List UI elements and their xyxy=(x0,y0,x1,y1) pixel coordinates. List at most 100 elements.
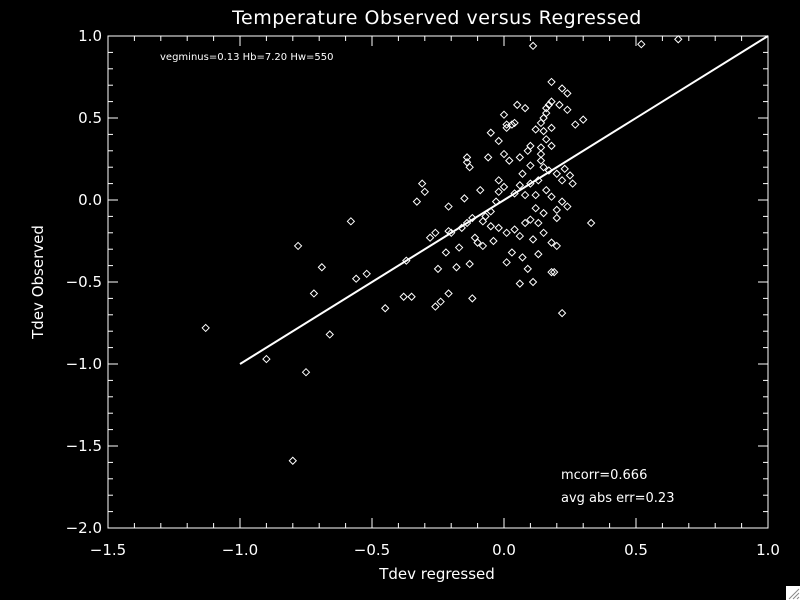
data-point xyxy=(526,141,535,151)
data-point xyxy=(486,222,496,231)
data-point xyxy=(309,289,319,298)
x-tick-label: 1.0 xyxy=(756,541,780,559)
data-point xyxy=(526,161,535,170)
data-point xyxy=(494,187,503,197)
data-point xyxy=(462,218,472,228)
data-point xyxy=(502,123,511,133)
data-point xyxy=(542,185,551,195)
data-point xyxy=(531,203,540,213)
data-point xyxy=(531,190,540,200)
data-point xyxy=(547,77,556,87)
data-point xyxy=(507,248,517,257)
data-point xyxy=(351,274,361,283)
data-point xyxy=(431,302,440,311)
data-point xyxy=(568,179,577,188)
data-point xyxy=(528,277,538,287)
data-point xyxy=(452,263,461,272)
data-point xyxy=(362,269,371,279)
x-tick-label: 0.5 xyxy=(624,541,648,559)
chart-title: Temperature Observed versus Regressed xyxy=(231,7,642,29)
data-point xyxy=(399,292,408,301)
data-points xyxy=(201,35,683,465)
data-point xyxy=(483,153,493,162)
axis-ticks xyxy=(107,35,769,529)
x-tick-label: −0.5 xyxy=(354,541,390,559)
data-point xyxy=(539,228,548,238)
annotation-average-error: avg abs err=0.23 xyxy=(561,491,674,506)
y-tick-label: −1.0 xyxy=(66,355,102,373)
data-point xyxy=(536,156,546,165)
data-point xyxy=(494,136,503,146)
data-point xyxy=(547,238,556,247)
data-point xyxy=(510,225,519,234)
data-point xyxy=(502,258,511,267)
data-point xyxy=(433,264,443,274)
data-point xyxy=(380,304,390,313)
data-point xyxy=(499,182,509,192)
data-point xyxy=(534,249,543,259)
data-point xyxy=(470,233,480,242)
data-point xyxy=(552,241,562,251)
data-point xyxy=(476,185,485,195)
data-point xyxy=(465,259,474,269)
data-point xyxy=(528,41,538,51)
data-point xyxy=(515,181,525,190)
data-point xyxy=(515,153,525,162)
data-point xyxy=(425,233,435,242)
data-point xyxy=(420,187,430,197)
data-point xyxy=(446,228,456,238)
regression-line xyxy=(239,35,769,365)
data-point xyxy=(534,218,543,228)
data-point xyxy=(560,164,569,174)
data-point xyxy=(542,108,551,118)
annotation-correlation: mcorr=0.666 xyxy=(561,468,647,483)
data-point xyxy=(489,236,498,246)
data-point xyxy=(518,253,527,262)
data-point xyxy=(520,103,530,113)
x-axis-label: Tdev regressed xyxy=(378,565,495,583)
x-tick-label: 0.0 xyxy=(492,541,516,559)
data-point xyxy=(460,194,469,203)
data-point xyxy=(499,110,509,119)
data-point xyxy=(547,141,556,151)
data-point xyxy=(293,241,303,251)
data-point xyxy=(402,256,411,265)
data-point xyxy=(494,176,503,185)
data-point xyxy=(301,367,311,377)
data-point xyxy=(436,297,445,306)
data-point xyxy=(346,217,356,226)
data-point xyxy=(526,215,535,224)
data-point xyxy=(565,171,575,180)
data-point xyxy=(507,120,517,129)
data-point xyxy=(552,205,562,215)
data-point xyxy=(441,248,451,257)
data-point xyxy=(557,176,567,185)
data-point xyxy=(262,354,271,364)
data-point xyxy=(444,226,453,236)
data-point xyxy=(412,197,422,206)
data-point xyxy=(505,156,514,165)
data-point xyxy=(512,100,522,110)
data-point xyxy=(674,35,683,44)
data-point xyxy=(515,279,525,288)
data-point xyxy=(520,218,530,228)
data-point xyxy=(536,118,546,128)
data-point xyxy=(539,162,548,172)
data-point xyxy=(518,169,527,178)
data-point xyxy=(563,105,572,115)
data-point xyxy=(454,243,464,252)
data-point xyxy=(468,294,477,303)
data-point xyxy=(637,39,646,49)
data-point xyxy=(288,456,298,465)
y-tick-label: 1.0 xyxy=(78,27,102,45)
data-point xyxy=(523,264,532,274)
x-tick-label: −1.5 xyxy=(90,541,126,559)
data-point xyxy=(531,125,540,134)
resize-grip-icon[interactable] xyxy=(786,586,800,600)
data-point xyxy=(520,190,530,200)
data-point xyxy=(544,166,554,175)
data-point xyxy=(557,197,567,206)
data-point xyxy=(547,123,556,133)
data-point xyxy=(317,263,327,272)
data-point xyxy=(494,223,503,233)
